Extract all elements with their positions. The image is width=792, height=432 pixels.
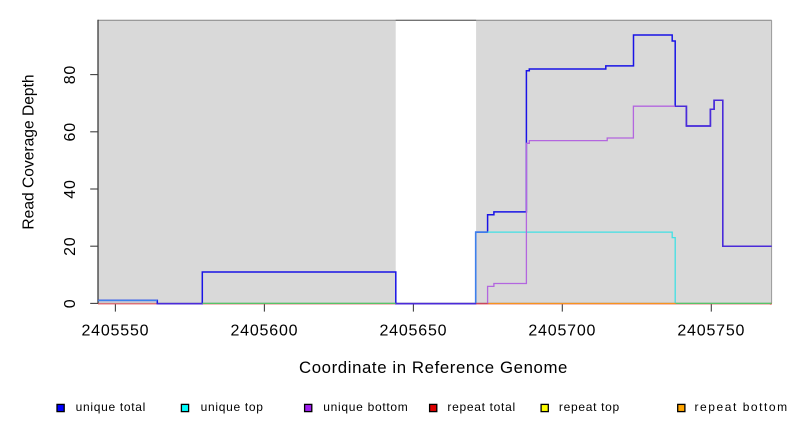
svg-text:2405550: 2405550: [81, 323, 149, 340]
svg-text:Coordinate in Reference Genome: Coordinate in Reference Genome: [299, 358, 568, 377]
svg-text:40: 40: [62, 179, 79, 198]
svg-text:2405600: 2405600: [230, 323, 298, 340]
svg-text:Read Coverage Depth: Read Coverage Depth: [21, 74, 38, 229]
svg-text:2405700: 2405700: [528, 323, 596, 340]
svg-text:repeat bottom: repeat bottom: [695, 400, 789, 414]
svg-text:60: 60: [62, 122, 79, 141]
svg-text:20: 20: [62, 236, 79, 255]
svg-text:unique top: unique top: [201, 400, 264, 414]
svg-text:repeat total: repeat total: [447, 400, 515, 414]
svg-text:80: 80: [62, 65, 79, 84]
svg-text:unique bottom: unique bottom: [323, 400, 408, 414]
svg-text:repeat top: repeat top: [559, 400, 620, 414]
svg-text:2405750: 2405750: [677, 323, 745, 340]
svg-text:0: 0: [62, 299, 79, 309]
svg-text:unique total: unique total: [76, 400, 146, 414]
svg-text:2405650: 2405650: [379, 323, 447, 340]
